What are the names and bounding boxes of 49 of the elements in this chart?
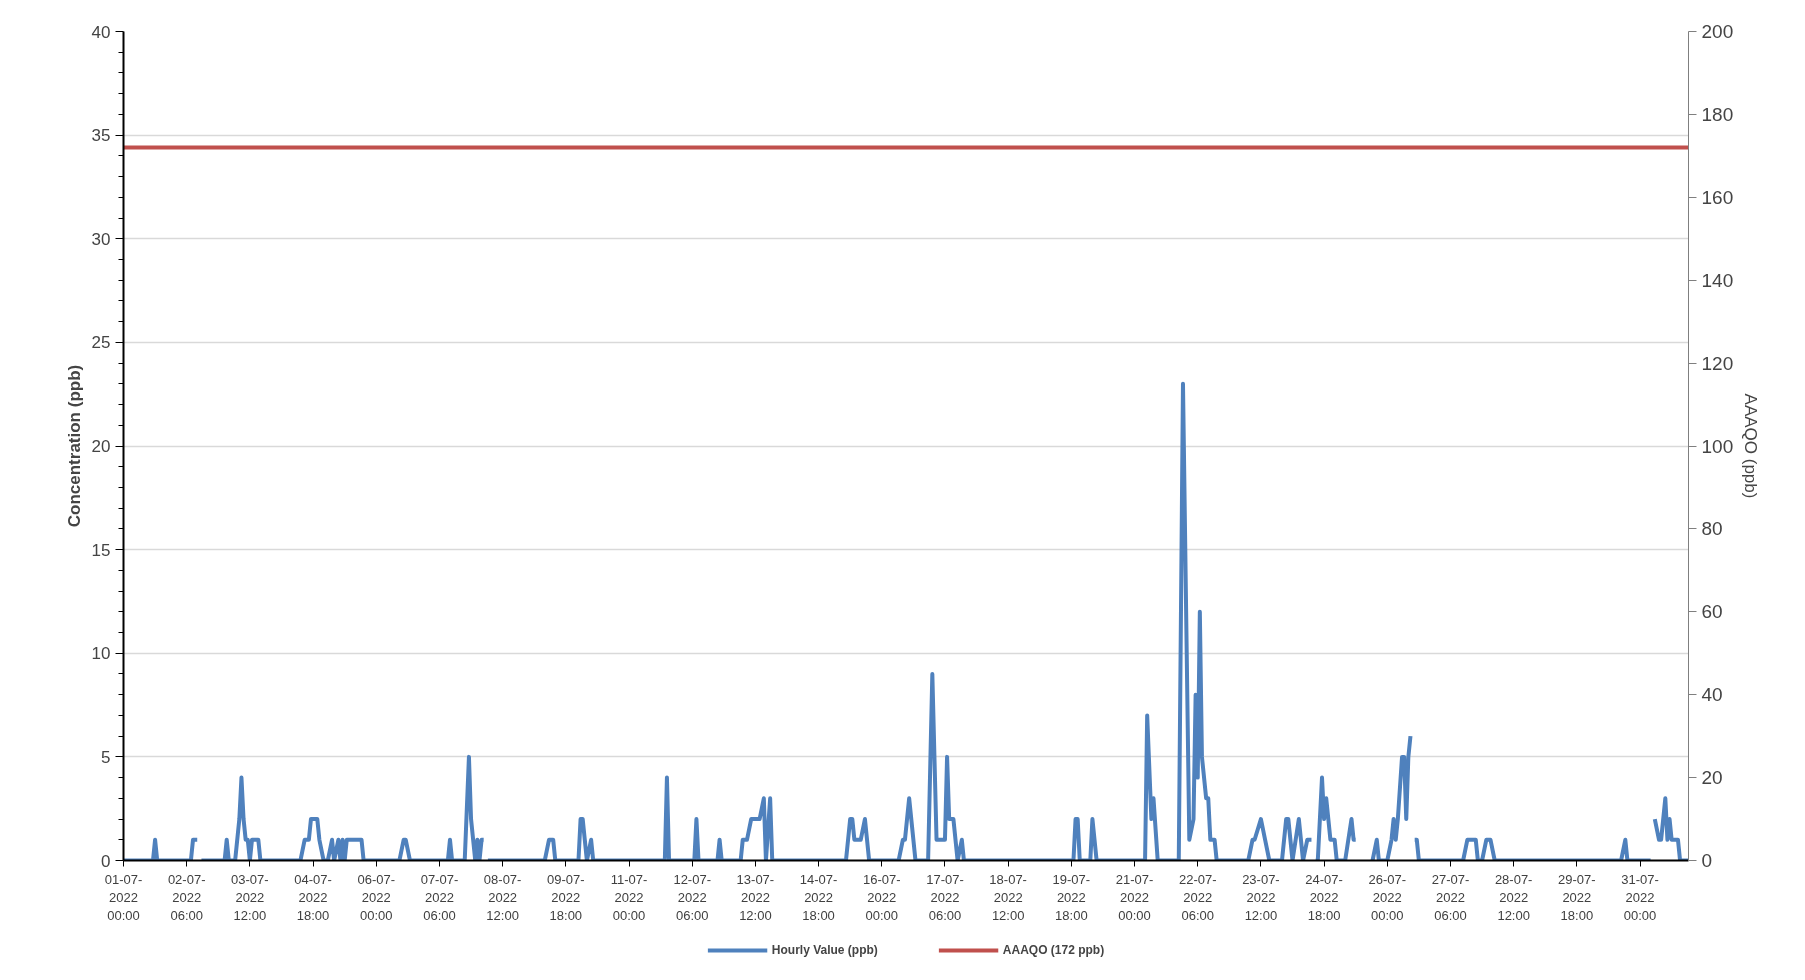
y-tick-label: 40 xyxy=(91,22,111,42)
x-tick-label: 13-07- 2022 12:00 xyxy=(736,871,775,923)
y-tick-label: 0 xyxy=(101,851,111,871)
legend-label: Hourly Value (ppb) xyxy=(771,943,878,957)
x-tick-label: 28-07- 2022 12:00 xyxy=(1494,871,1533,923)
x-tick-label: 26-07- 2022 00:00 xyxy=(1368,871,1407,923)
x-tick-label: 18-07- 2022 12:00 xyxy=(989,871,1027,923)
y-tick-label: 5 xyxy=(101,747,111,767)
y2-tick-label: 20 xyxy=(1701,767,1723,789)
x-tick-label: 04-07- 2022 18:00 xyxy=(294,871,332,923)
y-tick-label: 30 xyxy=(91,229,111,249)
x-tick-label: 22-07- 2022 06:00 xyxy=(1178,871,1217,923)
x-tick-label: 08-07- 2022 12:00 xyxy=(483,871,522,923)
y-tick-label: 15 xyxy=(91,540,111,560)
y2-tick-label: 80 xyxy=(1701,518,1723,540)
y2-tick-label: 100 xyxy=(1701,435,1734,457)
legend-label: AAAQO (172 ppb) xyxy=(1002,943,1105,957)
x-tick-label: 23-07- 2022 12:00 xyxy=(1242,871,1280,923)
y2-axis-title: AAAQO (ppb) xyxy=(1741,393,1761,499)
y2-tick-label: 140 xyxy=(1701,269,1734,291)
x-tick-label: 24-07- 2022 18:00 xyxy=(1305,871,1343,923)
x-tick-label: 29-07- 2022 18:00 xyxy=(1558,871,1596,923)
y-tick-label: 10 xyxy=(91,644,111,664)
x-tick-label: 02-07- 2022 06:00 xyxy=(167,871,206,923)
y2-tick-label: 60 xyxy=(1701,601,1723,623)
x-tick-label: 07-07- 2022 06:00 xyxy=(420,871,459,923)
y2-tick-label: 180 xyxy=(1701,103,1734,125)
x-tick-label: 06-07- 2022 00:00 xyxy=(357,871,396,923)
y-tick-label: 35 xyxy=(91,126,111,146)
x-tick-label: 01-07- 2022 00:00 xyxy=(104,871,143,923)
x-tick-label: 14-07- 2022 18:00 xyxy=(799,871,838,923)
x-tick-label: 03-07- 2022 12:00 xyxy=(231,871,269,923)
y-axis-title: Concentration (ppb) xyxy=(64,364,84,528)
y2-tick-label: 200 xyxy=(1701,21,1734,42)
y2-tick-label: 40 xyxy=(1701,684,1723,706)
y2-tick-label: 120 xyxy=(1701,352,1734,374)
x-tick-label: 16-07- 2022 00:00 xyxy=(862,871,901,923)
y-tick-label: 25 xyxy=(91,333,111,353)
x-tick-label: 19-07- 2022 18:00 xyxy=(1052,871,1091,923)
x-tick-label: 31-07- 2022 00:00 xyxy=(1621,871,1659,923)
y2-tick-label: 0 xyxy=(1701,850,1713,871)
x-tick-label: 09-07- 2022 18:00 xyxy=(547,871,585,923)
x-tick-label: 21-07- 2022 00:00 xyxy=(1115,871,1154,923)
y2-tick-label: 160 xyxy=(1701,186,1734,208)
y-tick-label: 20 xyxy=(91,437,111,456)
x-tick-label: 11-07- 2022 00:00 xyxy=(610,871,648,923)
x-tick-label: 17-07- 2022 06:00 xyxy=(926,871,964,923)
x-tick-label: 27-07- 2022 06:00 xyxy=(1431,871,1470,923)
x-tick-label: 12-07- 2022 06:00 xyxy=(673,871,711,923)
